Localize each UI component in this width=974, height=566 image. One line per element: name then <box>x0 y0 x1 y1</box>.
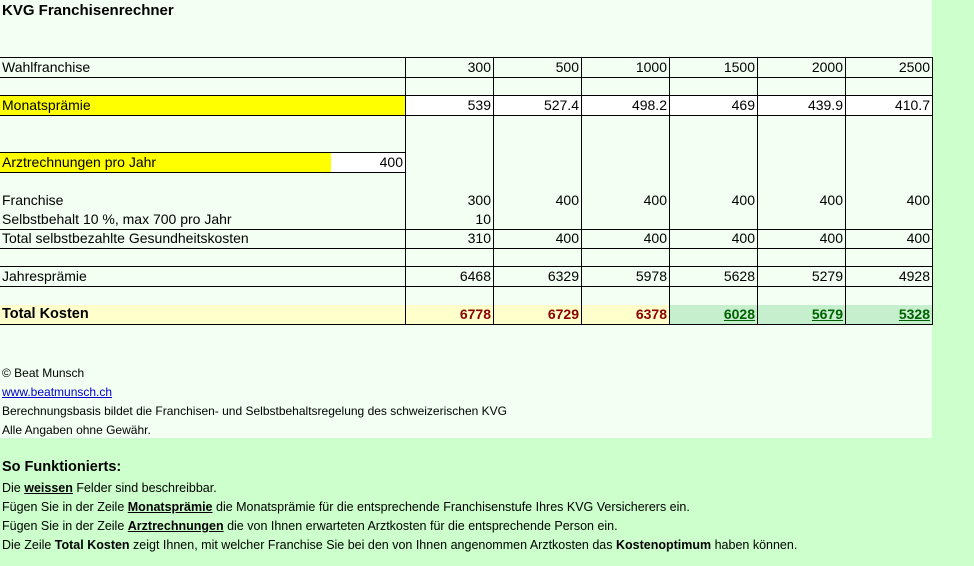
total-selbst-cell: 400 <box>819 230 843 246</box>
total-kosten-optimum-cell: 5328 <box>846 305 932 324</box>
row-label-franchise: Franchise <box>2 192 64 208</box>
howto-line-4: Die Zeile Total Kosten zeigt Ihnen, mit … <box>2 538 798 552</box>
franchise-cell: 400 <box>906 192 930 208</box>
row-label-arztrechnungen: Arztrechnungen pro Jahr <box>0 153 331 172</box>
total-kosten-optimum-cell: 6028 <box>670 305 757 324</box>
grid-line <box>0 57 933 58</box>
wahlfranchise-cell: 300 <box>467 59 491 75</box>
disclaimer: Alle Angaben ohne Gewähr. <box>2 423 151 437</box>
grid-line <box>0 266 933 267</box>
monatspraemie-input[interactable]: 539 <box>406 96 493 115</box>
copyright: © Beat Munsch <box>2 366 85 380</box>
grid-line <box>581 57 582 325</box>
jahrespraemie-cell: 6468 <box>459 268 491 284</box>
grid-line <box>0 172 406 173</box>
franchise-cell: 400 <box>819 192 843 208</box>
monatspraemie-input[interactable]: 469 <box>670 96 757 115</box>
jahrespraemie-cell: 5279 <box>811 268 843 284</box>
page-title: KVG Franchisenrechner <box>2 2 174 19</box>
grid-line <box>405 57 406 325</box>
jahrespraemie-cell: 6329 <box>547 268 579 284</box>
monatspraemie-input[interactable]: 410.7 <box>846 96 932 115</box>
row-label-jahrespraemie: Jahresprämie <box>2 268 87 284</box>
howto-line-2: Fügen Sie in der Zeile Monatsprämie die … <box>2 500 690 514</box>
howto-line-1: Die weissen Felder sind beschreibbar. <box>2 481 217 495</box>
franchise-cell: 400 <box>643 192 667 208</box>
monatspraemie-input[interactable]: 527.4 <box>494 96 581 115</box>
grid-line <box>493 57 494 325</box>
selbstbehalt-cell: 10 <box>475 211 491 227</box>
row-label-monatspraemie: Monatsprämie <box>0 96 405 115</box>
franchise-cell: 300 <box>467 192 491 208</box>
total-selbst-cell: 400 <box>555 230 579 246</box>
total-kosten-cell: 6778 <box>406 305 493 324</box>
basis-note: Berechnungsbasis bildet die Franchisen- … <box>2 404 507 418</box>
total-selbst-cell: 400 <box>731 230 755 246</box>
wahlfranchise-cell: 1500 <box>723 59 755 75</box>
franchise-cell: 400 <box>731 192 755 208</box>
howto-heading: So Funktionierts: <box>2 459 122 475</box>
row-label-selbstbehalt: Selbstbehalt 10 %, max 700 pro Jahr <box>2 211 232 227</box>
total-kosten-optimum-cell: 5679 <box>758 305 845 324</box>
monatspraemie-input[interactable]: 498.2 <box>582 96 669 115</box>
grid-line <box>0 152 406 153</box>
jahrespraemie-cell: 5628 <box>723 268 755 284</box>
wahlfranchise-cell: 500 <box>555 59 579 75</box>
grid-line <box>0 95 933 96</box>
jahrespraemie-cell: 4928 <box>898 268 930 284</box>
grid-line <box>0 229 933 230</box>
total-selbst-cell: 400 <box>906 230 930 246</box>
total-selbst-cell: 400 <box>643 230 667 246</box>
grid-line <box>845 57 846 325</box>
grid-line <box>0 115 933 116</box>
howto-line-3: Fügen Sie in der Zeile Arztrechnungen di… <box>2 519 618 533</box>
wahlfranchise-cell: 2000 <box>811 59 843 75</box>
grid-line <box>0 286 933 287</box>
monatspraemie-input[interactable]: 439.9 <box>758 96 845 115</box>
jahrespraemie-cell: 5978 <box>635 268 667 284</box>
grid-line <box>0 77 933 78</box>
grid-line <box>757 57 758 325</box>
grid-line <box>669 57 670 325</box>
grid-line <box>0 248 933 249</box>
row-label-total-kosten: Total Kosten <box>0 305 405 324</box>
grid-line <box>0 324 933 325</box>
website-link[interactable]: www.beatmunsch.ch <box>2 385 113 399</box>
wahlfranchise-cell: 1000 <box>635 59 667 75</box>
row-label-total-selbst: Total selbstbezahlte Gesundheitskosten <box>2 230 249 246</box>
arztrechnungen-input[interactable]: 400 <box>331 153 405 172</box>
row-label-wahlfranchise: Wahlfranchise <box>2 59 91 75</box>
total-kosten-cell: 6378 <box>582 305 669 324</box>
total-kosten-cell: 6729 <box>494 305 581 324</box>
franchise-cell: 400 <box>555 192 579 208</box>
grid-line <box>932 57 933 325</box>
spreadsheet-area: KVG Franchisenrechner Wahlfranchise 300 … <box>0 0 933 438</box>
wahlfranchise-cell: 2500 <box>898 59 930 75</box>
total-selbst-cell: 310 <box>467 230 491 246</box>
